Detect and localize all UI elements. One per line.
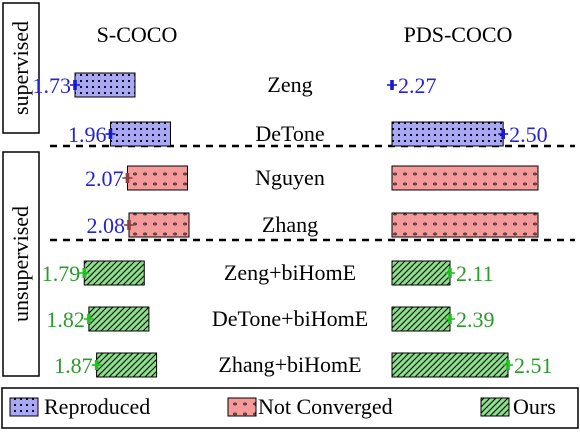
bar-s-coco-detone-bihome	[88, 306, 150, 332]
bar-s-coco-zhang-bihome	[96, 352, 158, 378]
group-label-supervised: supervised	[8, 21, 33, 115]
method-label-zhang-bihome: Zhang+biHomE	[218, 352, 361, 377]
value-label-pds-coco-zhang-bihome: 2.51	[514, 353, 553, 378]
bar-s-coco-nguyen	[126, 165, 188, 191]
value-label-pds-coco-zeng-bihome: 2.11	[456, 261, 494, 286]
method-label-zeng-bihome: Zeng+biHomE	[224, 260, 356, 285]
errorbar-s-coco-zeng-cap	[73, 80, 77, 90]
errorbar-pds-coco-detone-bihome-cap	[448, 314, 452, 324]
errorbar-pds-coco-zhang-bihome-cap	[506, 360, 510, 370]
value-label-s-coco-nguyen: 2.07	[85, 166, 124, 191]
errorbar-s-coco-detone-bihome-cap	[87, 314, 91, 324]
bar-pds-coco-detone	[391, 121, 504, 147]
legend-swatch-ours	[480, 397, 510, 417]
value-label-pds-coco-detone-bihome: 2.39	[456, 307, 495, 332]
bar-s-coco-zeng	[74, 72, 136, 98]
method-label-zeng: Zeng	[267, 72, 312, 97]
method-label-detone-bihome: DeTone+biHomE	[212, 306, 368, 331]
group-box-unsupervised	[2, 151, 40, 377]
bar-pds-coco-zhang-bihome	[391, 352, 509, 378]
method-label-zhang: Zhang	[262, 212, 318, 237]
errorbar-pds-coco-zeng-bihome-cap	[448, 268, 452, 278]
value-label-s-coco-zeng-bihome: 1.79	[42, 261, 81, 286]
value-label-s-coco-detone-bihome: 1.82	[46, 307, 85, 332]
bar-s-coco-detone	[109, 121, 171, 147]
value-label-s-coco-zhang: 2.08	[87, 213, 126, 238]
value-label-s-coco-detone: 1.96	[68, 122, 107, 147]
group-box-supervised	[2, 2, 40, 134]
errorbar-s-coco-zhang-bihome-cap	[94, 360, 99, 370]
errorbar-s-coco-zhang-cap	[127, 220, 131, 230]
value-label-pds-coco-zeng: 2.27	[398, 73, 437, 98]
panel-header-pds-coco: PDS-COCO	[404, 22, 513, 47]
bar-pds-coco-detone-bihome	[391, 306, 451, 332]
bar-s-coco-zeng-bihome	[83, 260, 145, 286]
bar-s-coco-zhang	[128, 212, 190, 238]
bar-pds-coco-nguyen	[391, 165, 539, 191]
group-label-unsupervised: unsupervised	[8, 206, 33, 322]
method-label-nguyen: Nguyen	[255, 165, 325, 190]
errorbar-pds-coco-detone-cap	[501, 129, 505, 139]
legend-label-not-converged: Not Converged	[258, 394, 393, 419]
legend-label-ours: Ours	[513, 394, 556, 419]
bar-pds-coco-zeng-bihome	[391, 260, 451, 286]
value-label-s-coco-zhang-bihome: 1.87	[54, 353, 93, 378]
panel-header-s-coco: S-COCO	[97, 22, 178, 47]
legend-swatch-not-converged	[227, 397, 257, 417]
errorbar-s-coco-detone-cap	[108, 129, 113, 139]
errorbar-pds-coco-zeng-cap	[390, 80, 394, 90]
legend-label-reproduced: Reproduced	[44, 394, 150, 419]
value-label-pds-coco-detone: 2.50	[509, 122, 547, 147]
method-label-detone: DeTone	[255, 121, 324, 146]
errorbar-s-coco-nguyen-cap	[125, 173, 130, 183]
legend-box	[1, 387, 579, 429]
legend-swatch-reproduced	[9, 397, 39, 417]
bar-pds-coco-zhang	[391, 212, 539, 238]
value-label-s-coco-zeng: 1.73	[33, 73, 72, 98]
errorbar-s-coco-zeng-bihome-cap	[82, 268, 87, 278]
